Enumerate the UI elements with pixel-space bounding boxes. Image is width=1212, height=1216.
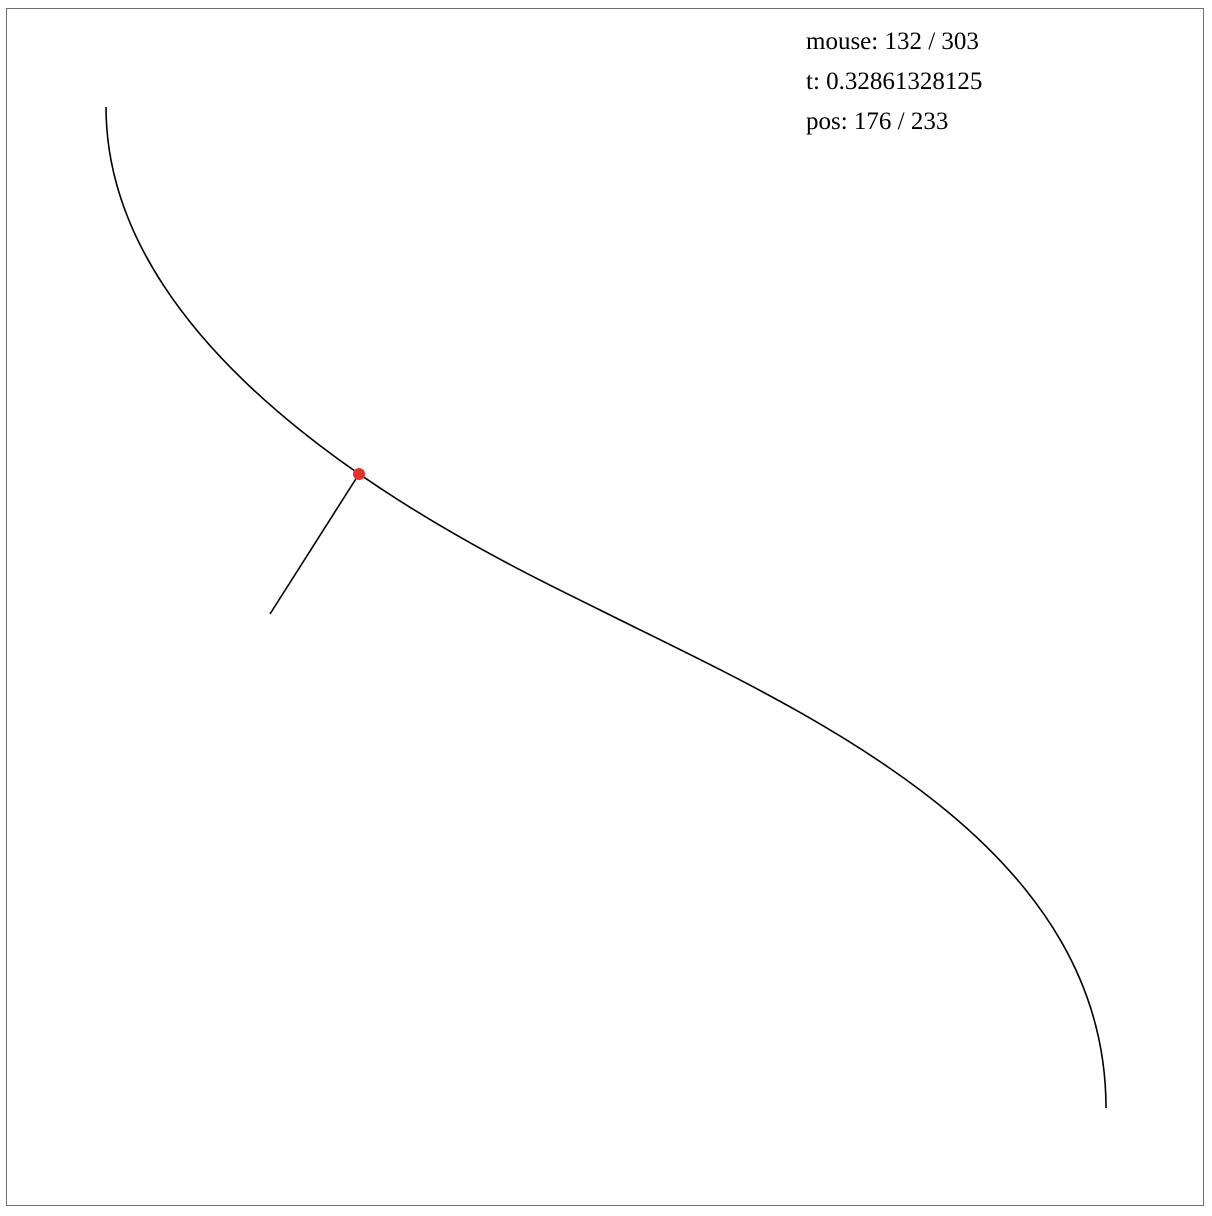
nearest-point-marker[interactable] <box>353 468 365 480</box>
nearest-point-connector <box>269 473 360 615</box>
debug-readout: mouse: 132 / 303 t: 0.32861328125 pos: 1… <box>806 22 982 142</box>
t-readout: t: 0.32861328125 <box>806 68 983 95</box>
pos-readout: pos: 176 / 233 <box>806 108 949 135</box>
bezier-curve <box>105 106 1107 1109</box>
mouse-readout: mouse: 132 / 303 <box>806 28 979 55</box>
bezier-canvas[interactable] <box>6 8 1204 1206</box>
